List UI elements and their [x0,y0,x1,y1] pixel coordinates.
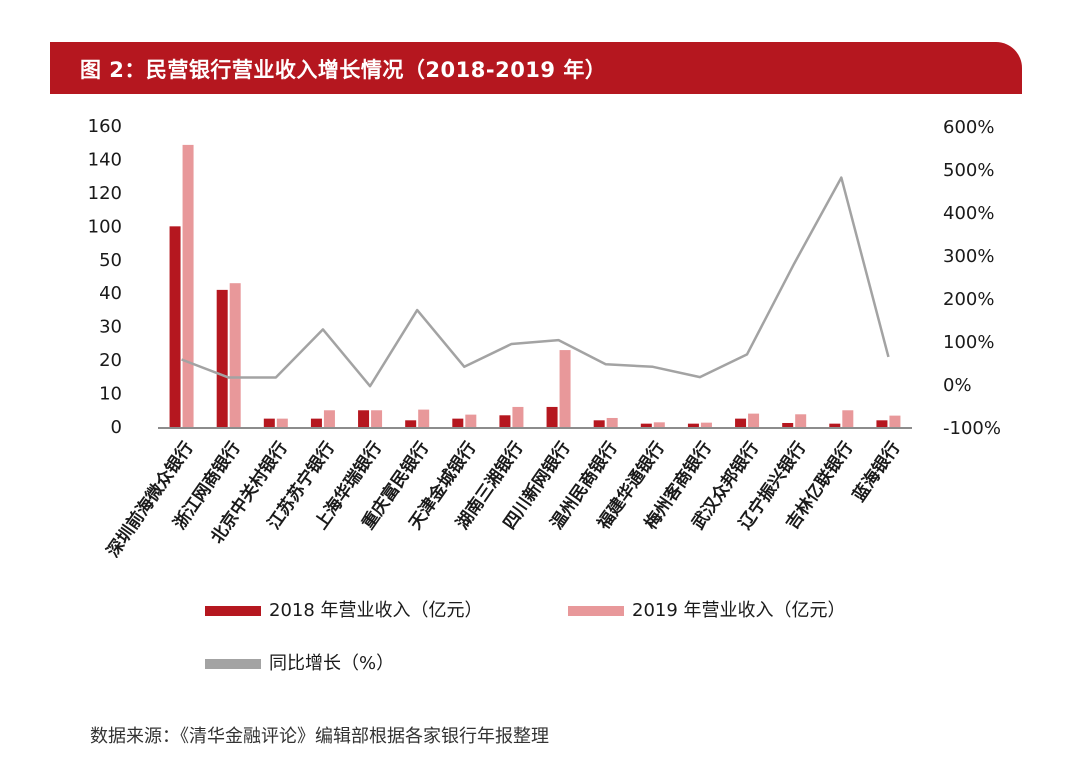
source-note: 数据来源：《清华金融评论》编辑部根据各家银行年报整理 [90,726,549,747]
left-axis-tick: 0 [111,417,122,438]
category-label: 蓝海银行 [848,438,904,506]
bar-2018 [546,406,558,427]
legend-swatch-growth [205,659,261,669]
right-axis-tick: 300% [943,246,994,267]
bar-2019 [606,417,618,427]
bar-2019 [229,283,241,427]
bar-2019 [748,413,760,427]
bar-2019 [842,410,854,427]
bar-2019 [182,144,194,427]
chart-area: 0 10 20 30 40 50 100 120 140 160 -100% 0% 100% 200% 30… [88,116,1001,561]
legend-item-2018: 2018 年营业收入（亿元） [205,596,483,622]
bar-2019 [276,418,288,427]
legend-item-growth: 同比增长（%） [205,649,394,675]
category-label: 深圳前海微众银行 [102,438,197,561]
bar-2018 [452,418,464,427]
legend-label-growth: 同比增长（%） [269,653,395,674]
right-axis-tick: 0% [943,375,972,396]
bar-2019 [371,410,383,427]
bar-2018 [876,420,888,427]
chart-title: 图 2：民营银行营业收入增长情况（2018-2019 年） [80,58,607,82]
bar-2019 [559,350,571,427]
title-banner: 图 2：民营银行营业收入增长情况（2018-2019 年） [50,42,1022,94]
bar-2018 [405,420,417,427]
bar-2018 [640,423,652,427]
left-axis-tick: 120 [88,183,122,204]
growth-line [181,176,890,388]
right-axis-tick: 600% [943,117,994,138]
left-axis-tick: 50 [99,250,122,271]
bar-2019 [323,410,335,427]
legend-label-2019: 2019 年营业收入（亿元） [632,600,846,621]
bar-2019 [795,414,807,427]
bar-2019 [418,409,430,427]
bar-2018 [687,423,699,427]
bar-2018 [310,418,322,427]
bar-2018 [499,415,511,427]
right-axis-tick: 100% [943,332,994,353]
right-axis-tick: 500% [943,160,994,181]
legend-item-2019: 2019 年营业收入（亿元） [568,596,846,622]
bar-2018 [735,418,747,427]
right-axis-tick: 200% [943,289,994,310]
bar-2018 [782,422,794,427]
legend-label-2018: 2018 年营业收入（亿元） [269,600,483,621]
left-axis-tick: 100 [88,216,122,237]
right-axis-tick: 400% [943,203,994,224]
bar-2019 [512,406,524,427]
bar-2018 [263,418,275,427]
left-axis-tick: 20 [99,350,122,371]
bar-2019 [465,414,477,427]
bar-2018 [593,420,605,427]
left-axis-tick: 40 [99,283,122,304]
bar-2019 [700,422,712,427]
left-axis-tick: 160 [88,116,122,137]
right-axis-tick: -100% [943,418,1001,439]
legend-swatch-2018 [205,606,261,616]
bar-2019 [653,422,665,427]
bar-2018 [829,423,841,427]
bar-2018 [169,226,181,427]
left-axis-tick: 10 [99,384,122,405]
bar-2018 [358,410,370,427]
left-axis-tick: 140 [88,149,122,170]
bar-2018 [216,289,228,427]
legend-swatch-2019 [568,606,624,616]
left-axis-tick: 30 [99,317,122,338]
bar-2019 [889,415,901,427]
